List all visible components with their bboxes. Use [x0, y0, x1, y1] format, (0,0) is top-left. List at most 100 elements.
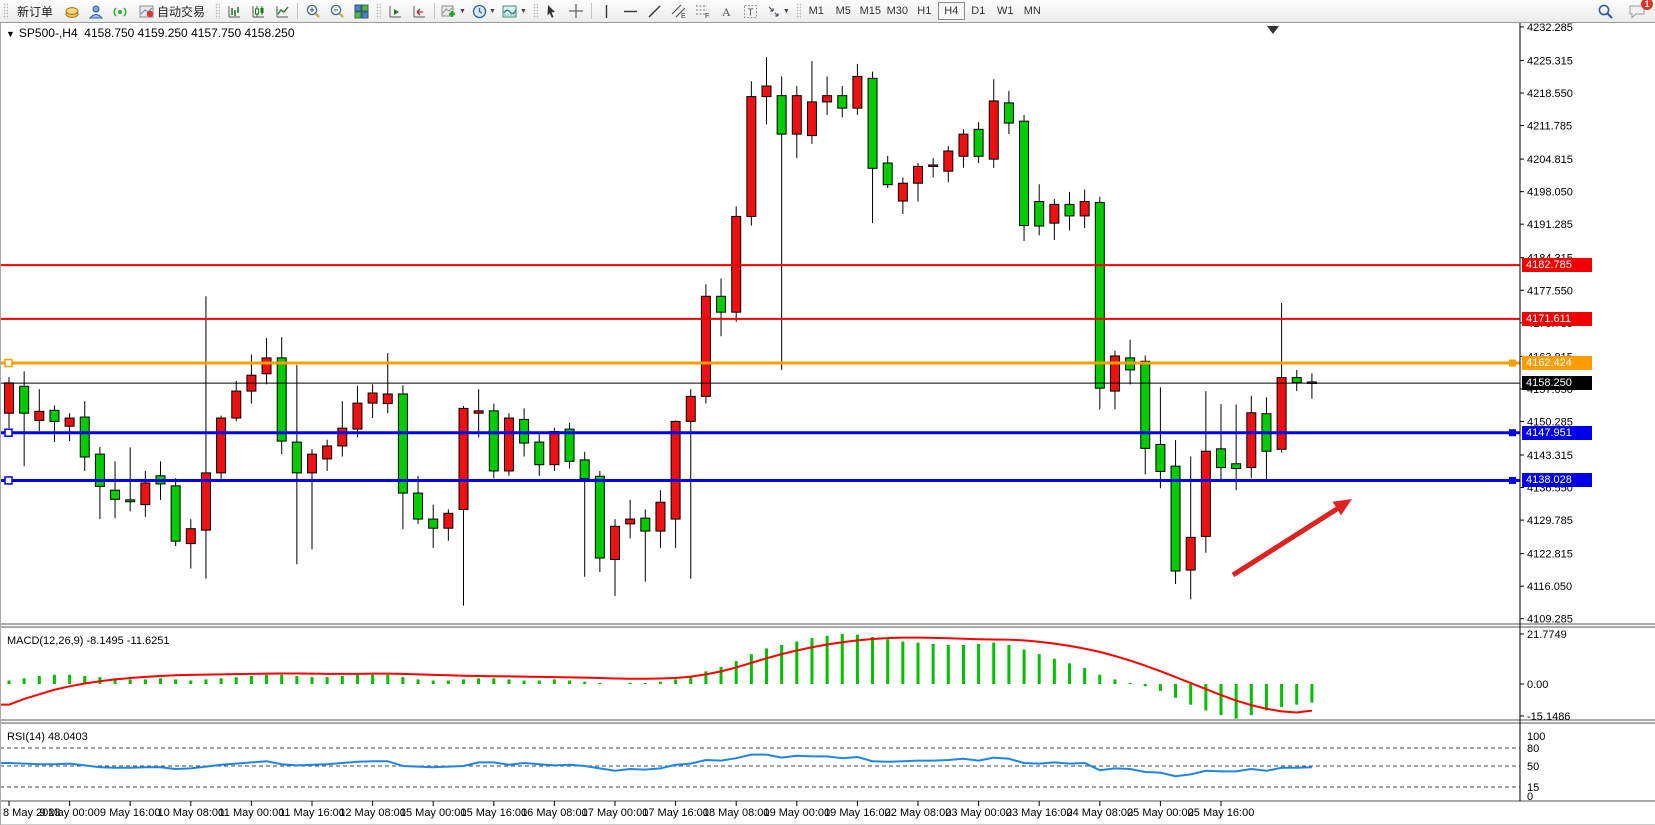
candle-bullish: [337, 427, 348, 447]
line-chart-button[interactable]: [270, 1, 294, 21]
candle-bullish: [958, 133, 969, 157]
timeframe-button-mn[interactable]: MN: [1023, 5, 1041, 17]
tile-windows-button[interactable]: [349, 1, 373, 21]
candle-bearish: [170, 485, 181, 542]
crosshair-button[interactable]: [564, 1, 588, 21]
trend-arrow-line[interactable]: [1231, 504, 1342, 578]
timeframe-button-m5[interactable]: M5: [835, 5, 851, 17]
templates-button[interactable]: ▼: [499, 1, 530, 21]
svg-text:E: E: [681, 13, 686, 19]
trendline-button[interactable]: [643, 1, 667, 21]
arrows-tool-button[interactable]: ▼: [763, 1, 793, 21]
rsi-line: [0, 753, 1312, 778]
candle-bearish: [1231, 463, 1242, 470]
time-tick-label: 12 May 08:00: [339, 807, 406, 819]
price-level-badge: 4147.951: [1522, 425, 1592, 440]
toolbar-drag-handle[interactable]: [215, 3, 221, 19]
chart-canvas[interactable]: 4232.285 4225.315 4218.550 4211.785 4204.815…: [0, 23, 1655, 825]
horizontal-line-button[interactable]: [619, 1, 643, 21]
candle-bullish: [806, 101, 817, 137]
line-right-handle[interactable]: [1509, 476, 1516, 484]
coins-icon[interactable]: [60, 1, 84, 21]
time-tick-label: 11 May 00:00: [218, 807, 284, 819]
timeframe-button-m30[interactable]: M30: [886, 5, 908, 17]
candle-bullish: [4, 382, 14, 414]
candle-bearish: [428, 518, 439, 529]
candle-bullish: [610, 525, 620, 560]
new-chart-button[interactable]: ▼: [438, 1, 469, 21]
auto-trading-button[interactable]: 自动交易: [132, 1, 212, 21]
collapse-triangle-icon[interactable]: ▼: [6, 29, 15, 39]
candle-bullish: [670, 420, 681, 520]
signals-icon[interactable]: [108, 1, 132, 21]
notifications-button[interactable]: 1: [1625, 0, 1653, 21]
accounts-icon[interactable]: [84, 1, 108, 21]
candle-bullish: [185, 528, 196, 545]
price-tick-label: 4232.285: [1527, 23, 1573, 34]
new-order-button[interactable]: 新订单: [17, 4, 54, 19]
bar-chart-button[interactable]: [222, 1, 246, 21]
price-tick-label: 4211.785: [1527, 121, 1572, 133]
candle-bearish: [882, 162, 893, 186]
line-left-handle[interactable]: [4, 428, 13, 437]
line-left-handle[interactable]: [4, 358, 13, 368]
cursor-button[interactable]: [540, 1, 564, 21]
macd-indicator-label: MACD(12,26,9) -8.1495 -11.6251: [7, 635, 170, 647]
text-label-button[interactable]: T: [739, 1, 763, 21]
chevron-down-icon: ▼: [488, 7, 496, 15]
rsi-scale-label: 0: [1527, 791, 1533, 803]
zoom-in-button[interactable]: [301, 1, 325, 21]
price-axis[interactable]: 4232.285 4225.315 4218.550 4211.785 4204.815…: [1520, 23, 1573, 803]
timeframe-button-d1[interactable]: D1: [971, 5, 986, 17]
line-right-handle[interactable]: [1509, 429, 1516, 437]
timeframe-toolbar: M1 M5 M15 M30 H1 H4 D1 W1 MN: [803, 2, 1046, 20]
candle-bullish: [761, 85, 772, 98]
toolbar-drag-handle[interactable]: [532, 3, 538, 19]
candle-bearish: [716, 295, 727, 313]
auto-scroll-button[interactable]: [383, 1, 407, 21]
zoom-out-button[interactable]: [325, 1, 349, 21]
price-tick-label: 4191.285: [1527, 219, 1573, 231]
candle-bullish: [1185, 536, 1196, 571]
timeframe-button-w1[interactable]: W1: [997, 5, 1014, 17]
toolbar-drag-handle[interactable]: [376, 3, 382, 19]
candle-bullish: [200, 472, 211, 531]
timeframe-button-m1[interactable]: M1: [808, 5, 824, 17]
price-tick-label: 4143.315: [1527, 450, 1573, 462]
toolbar-drag-handle[interactable]: [795, 3, 801, 19]
time-tick-label: 15 May 16:00: [460, 807, 527, 819]
vertical-line-button[interactable]: [595, 1, 619, 21]
candlestick-chart-button[interactable]: [246, 1, 270, 21]
periods-menu-button[interactable]: ▼: [469, 1, 499, 21]
timeframe-button-h1[interactable]: H1: [917, 5, 932, 17]
chart-shift-button[interactable]: [407, 1, 431, 21]
search-button[interactable]: [1593, 1, 1617, 21]
price-level-badge: 4171.611: [1522, 311, 1592, 326]
timeframe-button-m15[interactable]: M15: [859, 5, 881, 17]
line-right-handle[interactable]: [1509, 359, 1516, 367]
toolbar-drag-handle[interactable]: [3, 3, 8, 19]
chevron-down-icon: ▼: [459, 7, 466, 15]
candle-bearish: [19, 385, 30, 414]
price-tick-label: 4177.550: [1527, 285, 1573, 297]
trend-arrow-head[interactable]: [1332, 499, 1352, 516]
time-tick-label: 25 May 16:00: [1188, 807, 1255, 819]
timeframe-button-h4[interactable]: H4: [937, 2, 965, 20]
candle-bullish: [1246, 412, 1257, 469]
candle-bearish: [837, 95, 848, 109]
svg-text:T: T: [748, 7, 754, 18]
candle-bearish: [973, 128, 984, 157]
equidistant-channel-button[interactable]: E: [667, 1, 691, 21]
candle-bullish: [458, 407, 469, 510]
text-button[interactable]: A: [715, 1, 739, 21]
candle-bullish: [34, 410, 45, 421]
fibonacci-button[interactable]: F: [691, 1, 715, 21]
candle-bullish: [928, 164, 939, 167]
candle-bearish: [1216, 448, 1226, 469]
candle-bearish: [1291, 377, 1302, 383]
chart-shift-marker-icon[interactable]: [1267, 26, 1279, 34]
price-level-badge: 4138.028: [1522, 473, 1592, 488]
candle-bullish: [1049, 203, 1060, 224]
line-left-handle[interactable]: [4, 476, 13, 485]
